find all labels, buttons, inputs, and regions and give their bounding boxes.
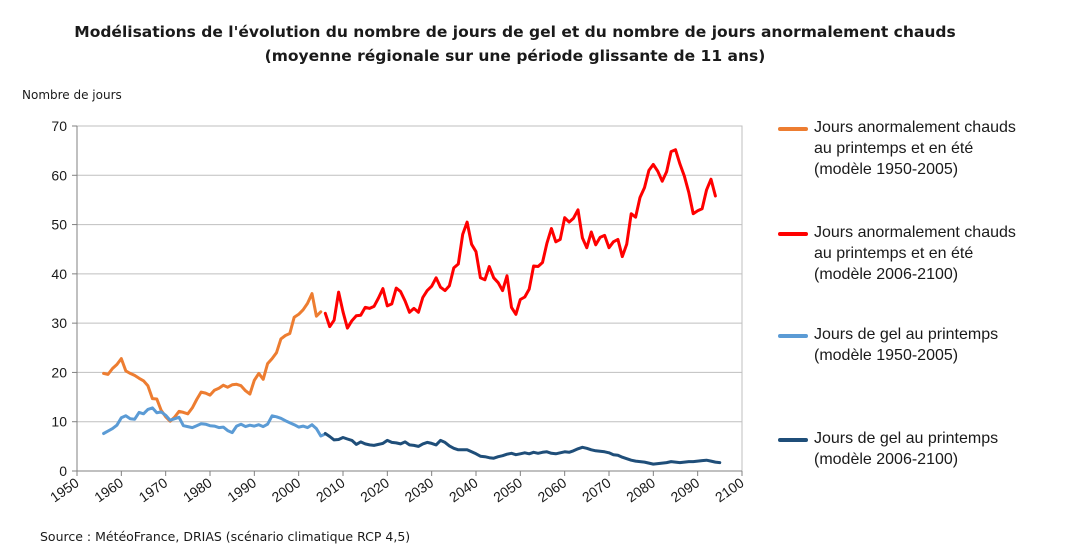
y-tick-label: 20 [51, 364, 67, 380]
x-tick-label: 1950 [47, 474, 82, 505]
x-tick-label: 1980 [180, 474, 215, 505]
legend-label: Jours de gel au printemps (modèle 1950-20… [814, 324, 1054, 366]
x-tick-label: 1960 [91, 474, 126, 505]
x-tick-label: 2080 [623, 474, 658, 505]
legend-label-line: (modèle 1950-2005) [814, 161, 959, 178]
legend-label: Jours anormalement chauds au printemps et… [814, 222, 1054, 285]
chart-title-line2: (moyenne régionale sur une période gliss… [264, 47, 766, 65]
x-tick-label: 2020 [357, 474, 392, 505]
x-tick-label: 2030 [402, 474, 437, 505]
legend-label: Jours anormalement chauds au printemps et… [814, 117, 1054, 180]
legend-label-line: Jours anormalement chauds [814, 119, 1016, 136]
y-tick-label: 70 [51, 118, 67, 134]
x-tick-label: 2040 [446, 474, 481, 505]
series-line-2 [323, 148, 717, 330]
legend-label-line: Jours de gel au printemps [814, 430, 999, 447]
x-tick-label: 2060 [535, 474, 570, 505]
y-tick-label: 50 [51, 217, 67, 233]
series-line-4 [323, 432, 722, 466]
legend-swatch [778, 334, 808, 338]
legend-item-1: Jours anormalement chauds au printemps et… [778, 117, 1054, 180]
x-tick-label: 1990 [224, 474, 259, 505]
legend-item-2: Jours anormalement chauds au printemps et… [778, 222, 1054, 285]
y-tick-label: 60 [51, 167, 67, 183]
series-line-3 [102, 406, 327, 438]
y-tick-label: 10 [51, 414, 67, 430]
legend-label-line: au printemps et en été [814, 140, 974, 157]
legend-item-4: Jours de gel au printemps (modèle 2006-21… [778, 428, 1054, 470]
legend-label-line: (modèle 2006-2100) [814, 266, 959, 283]
legend-label-line: au printemps et en été [814, 245, 974, 262]
legend-swatch [778, 127, 808, 131]
legend-label: Jours de gel au printemps (modèle 2006-21… [814, 428, 1054, 470]
x-tick-label: 2070 [579, 474, 614, 505]
source-note: Source : MétéoFrance, DRIAS (scénario cl… [40, 529, 411, 544]
legend-label-line: (modèle 1950-2005) [814, 347, 959, 364]
legend-swatch [778, 232, 808, 236]
x-tick-label: 1970 [136, 474, 171, 505]
y-axis-label: Nombre de jours [22, 88, 122, 102]
x-tick-label: 2010 [313, 474, 348, 505]
x-tick-label: 2000 [269, 474, 304, 505]
x-tick-label: 2100 [712, 474, 747, 505]
x-tick-label: 2090 [668, 474, 703, 505]
x-tick-label: 2050 [490, 474, 525, 505]
legend-label-line: Jours de gel au printemps [814, 326, 999, 343]
y-tick-label: 40 [51, 266, 67, 282]
y-tick-label: 30 [51, 315, 67, 331]
y-tick-label: 0 [59, 463, 67, 479]
chart-title: Modélisations de l'évolution du nombre d… [0, 20, 1030, 68]
legend-label-line: Jours anormalement chauds [814, 224, 1016, 241]
legend-swatch [778, 438, 808, 442]
legend-label-line: (modèle 2006-2100) [814, 451, 959, 468]
chart-title-line1: Modélisations de l'évolution du nombre d… [74, 23, 956, 41]
legend-item-3: Jours de gel au printemps (modèle 1950-20… [778, 324, 1054, 366]
series-line-1 [102, 292, 323, 423]
